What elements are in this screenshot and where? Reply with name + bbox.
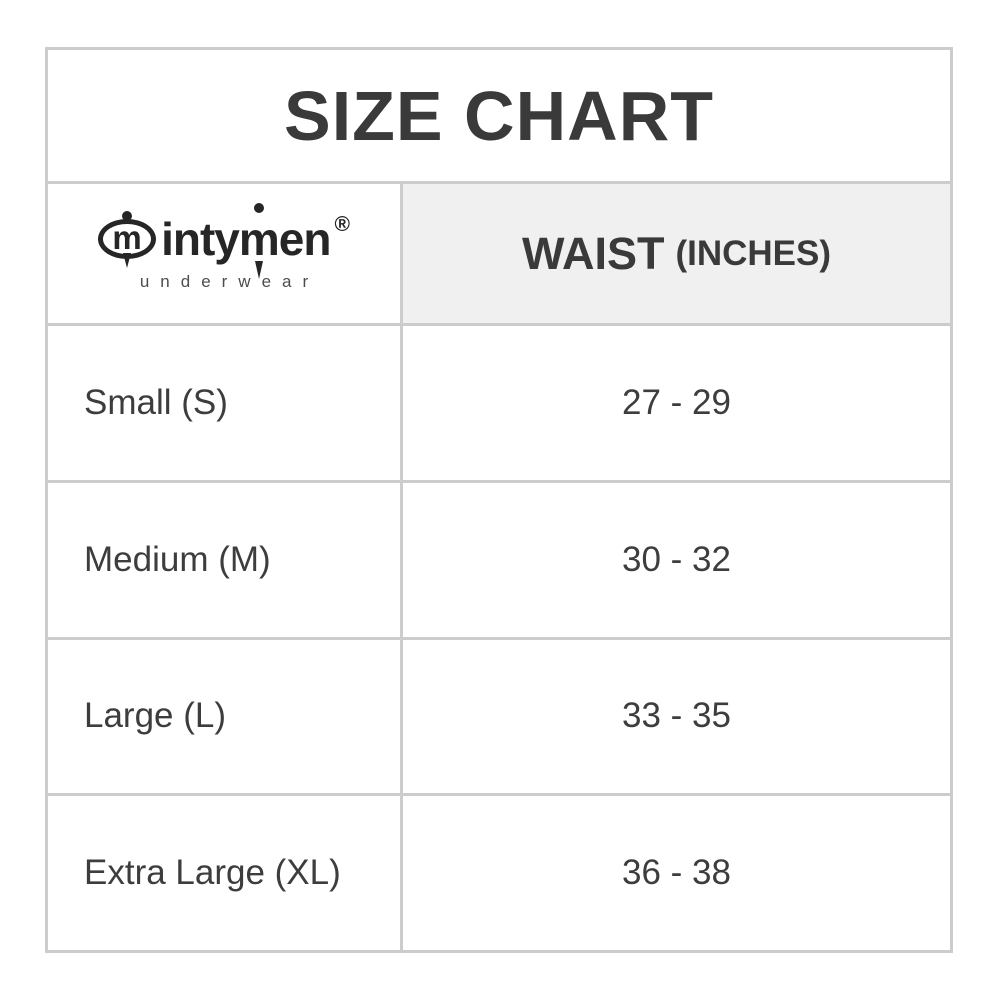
brand-monogram-icon: m	[98, 210, 157, 268]
size-cell: Large (L)	[48, 639, 403, 794]
waist-value: 36 - 38	[622, 853, 731, 893]
waist-cell: 27 - 29	[403, 326, 950, 480]
brand-name: inty m en	[161, 202, 332, 279]
column-header-waist: WAIST (INCHES)	[403, 184, 950, 323]
waist-cell: 36 - 38	[403, 796, 950, 950]
brand-name-part1: inty	[161, 212, 240, 265]
size-cell: Small (S)	[48, 326, 403, 480]
size-cell: Extra Large (XL)	[48, 796, 403, 950]
brand-logo: m inty m en ® underwear	[48, 184, 403, 323]
size-label: Large (L)	[84, 696, 227, 736]
table-row-extra-large: Extra Large (XL) 36 - 38	[48, 793, 950, 950]
size-label: Extra Large (XL)	[84, 853, 341, 893]
brand-stylized-m: m	[238, 202, 280, 279]
table-header-row: m inty m en ® underwear WAIST (INCHES)	[48, 181, 950, 323]
table-row-large: Large (L) 33 - 35	[48, 636, 950, 794]
monogram-tail-icon	[123, 252, 132, 268]
stylized-m-tail-icon	[254, 260, 263, 279]
waist-value: 27 - 29	[622, 382, 731, 422]
waist-cell: 30 - 32	[403, 483, 950, 637]
registered-trademark-icon: ®	[334, 212, 350, 236]
brand-name-part2: m	[238, 212, 280, 265]
size-label: Small (S)	[84, 382, 228, 422]
brand-tagline: underwear	[139, 271, 320, 291]
monogram-letter: m	[112, 218, 142, 256]
size-chart-table: SIZE CHART m inty m en ® underwear WAIST (…	[45, 47, 953, 953]
size-label: Medium (M)	[84, 539, 271, 579]
waist-value: 30 - 32	[622, 539, 731, 579]
waist-value: 33 - 35	[622, 696, 731, 736]
monogram-dot-icon	[122, 210, 133, 221]
waist-header-unit: (INCHES)	[675, 233, 832, 273]
brand-wordmark: m inty m en ®	[98, 202, 350, 279]
brand-name-part3: en	[278, 212, 332, 265]
size-cell: Medium (M)	[48, 482, 403, 637]
stylized-m-dot-icon	[253, 202, 264, 213]
waist-cell: 33 - 35	[403, 640, 950, 794]
waist-header-label: WAIST	[521, 227, 665, 279]
table-row-small: Small (S) 27 - 29	[48, 323, 950, 480]
table-row-medium: Medium (M) 30 - 32	[48, 479, 950, 637]
page-title: SIZE CHART	[284, 76, 714, 155]
title-row: SIZE CHART	[48, 50, 950, 181]
